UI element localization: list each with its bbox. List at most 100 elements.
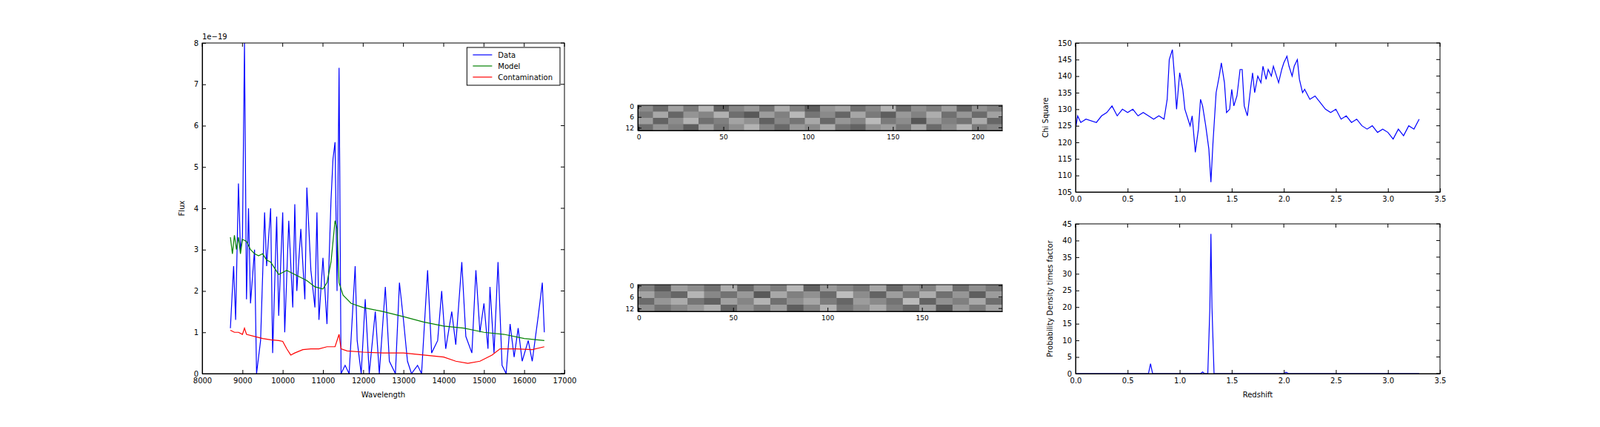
x-tick-label: 3.0 (1382, 376, 1395, 385)
x-tick: 9000 (233, 369, 252, 385)
x-tick-mark-top (892, 105, 894, 109)
heatmap-cell (880, 105, 897, 112)
heatmap-cell (820, 297, 838, 306)
heatmap-cell (683, 124, 700, 132)
y-tick-mark (1075, 273, 1080, 275)
x-tick: 200 (971, 126, 985, 141)
y-tick-mark (1075, 323, 1080, 325)
y-tick-mark-right (1436, 273, 1440, 275)
y-tick-label: 12 (625, 305, 635, 313)
heatmap-cell (668, 124, 684, 132)
y-tick-mark-right (560, 248, 565, 250)
y-tick-label: 105 (1057, 188, 1072, 197)
line-chart: 0.00.51.01.52.02.53.03.51051101151201251… (1041, 39, 1447, 203)
heatmap-cell (836, 297, 854, 306)
y-tick-mark (637, 308, 642, 309)
legend-swatch (472, 76, 492, 78)
heatmap-cell (803, 291, 821, 299)
x-tick: 1.5 (1225, 188, 1238, 203)
x-tick-label: 2.5 (1330, 376, 1343, 385)
heatmap-cell (703, 291, 721, 299)
heatmap-cell (789, 105, 806, 112)
heatmap-cell (637, 105, 654, 112)
y-tick: 30 (1062, 269, 1080, 278)
heatmap-cell (957, 111, 973, 119)
y-tick-mark (637, 117, 642, 118)
legend-swatch (472, 65, 492, 66)
heatmap-cell (968, 284, 986, 292)
x-tick-mark (322, 369, 324, 374)
y-tick-label: 1 (194, 328, 199, 337)
heatmap-cell (683, 111, 700, 119)
y-tick-mark (202, 249, 206, 251)
heatmap-cell (952, 297, 970, 306)
y-tick-mark (1075, 175, 1080, 177)
y-tick-label: 3 (194, 245, 199, 254)
x-tick-label: 0.5 (1122, 376, 1135, 385)
x-tick: 150 (916, 307, 929, 322)
y-tick-mark-right (1436, 75, 1440, 77)
heatmap-cell (985, 304, 1003, 312)
x-tick-label: 1.0 (1174, 194, 1186, 203)
heatmap-cell (754, 291, 772, 299)
x-tick-mark (403, 369, 405, 374)
y-tick-mark-right (560, 166, 565, 168)
heatmap-cell (820, 105, 836, 112)
heatmap-cell (880, 117, 897, 125)
x-tick: 0.5 (1122, 369, 1135, 385)
heatmap-cell (820, 124, 836, 132)
heatmap-cell (774, 124, 791, 132)
y-axis: 051015202530354045 (1062, 220, 1080, 378)
heatmap-cell (654, 291, 672, 299)
heatmap-cell (896, 124, 912, 132)
heatmap-cell (902, 304, 920, 312)
heatmap-cell (703, 304, 721, 312)
y-axis: 0612 (625, 282, 642, 313)
heatmap-cell (971, 111, 988, 119)
heatmap-cell (952, 284, 970, 292)
heatmap: 0501001500612 (625, 282, 1003, 323)
heatmap-cell (853, 297, 871, 306)
heatmap-cell (805, 117, 821, 125)
y-tick: 35 (1062, 253, 1080, 262)
y-tick: 6 (629, 293, 642, 301)
heatmap-cell (911, 105, 927, 112)
x-tick: 1.5 (1225, 369, 1238, 385)
y-tick-label: 8 (194, 39, 199, 48)
heatmap-cell (926, 105, 943, 112)
x-tick-mark-top (1179, 223, 1180, 228)
x-tick-mark (362, 369, 364, 374)
y-tick: 145 (1057, 55, 1080, 64)
line-chart: 0.00.51.01.52.02.53.03.50510152025303540… (1045, 220, 1446, 399)
x-tick-label: 50 (729, 314, 739, 322)
heatmap-cell (754, 304, 772, 312)
heatmap-cell (985, 284, 1003, 292)
y-tick-mark-right (1436, 240, 1440, 241)
heatmap-cell (836, 304, 854, 312)
y-tick-mark (1075, 240, 1080, 241)
y-tick-label: 12 (625, 124, 635, 132)
heatmap-cell (911, 111, 927, 119)
plot-frame (637, 284, 1003, 312)
y-tick: 115 (1057, 154, 1080, 163)
y-tick-label: 140 (1057, 71, 1072, 80)
x-axis: 0.00.51.01.52.02.53.03.5 (1070, 188, 1447, 203)
heatmap-cell (683, 117, 700, 125)
heatmap-cell (698, 105, 715, 112)
heatmap-cell (941, 111, 958, 119)
x-tick-mark-top (523, 42, 525, 47)
heatmap-cell (683, 105, 700, 112)
y-tick-label: 130 (1057, 105, 1072, 114)
heatmap-cell (850, 111, 866, 119)
y-tick-label: 20 (1062, 302, 1072, 312)
y-tick-label: 30 (1062, 269, 1072, 278)
heatmap-cell (805, 111, 821, 119)
y-tick: 40 (1062, 236, 1080, 245)
heatmap-cell (941, 124, 958, 132)
heatmap-cell (637, 117, 654, 125)
heatmap-cell (971, 124, 988, 132)
plot-marks (1075, 49, 1420, 183)
heatmap-cell (885, 297, 903, 306)
heatmap-cell (770, 291, 788, 299)
figure: 8000900010000110001200013000140001500016… (0, 0, 1600, 427)
